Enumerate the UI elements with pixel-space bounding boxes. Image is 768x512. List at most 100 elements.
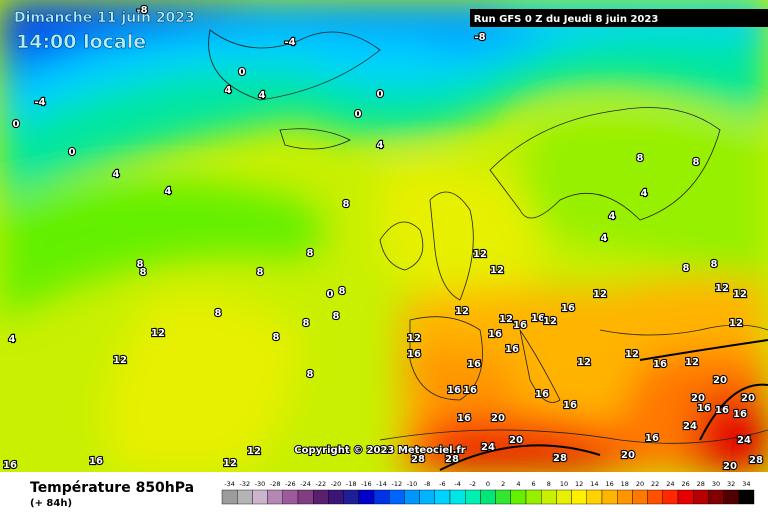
colorbar-swatch	[449, 489, 466, 505]
colorbar-swatch	[693, 489, 709, 505]
contour-label: 16	[447, 385, 461, 396]
colorbar-swatch	[343, 489, 360, 505]
colorbar-swatch	[221, 489, 238, 505]
contour-label: 12	[151, 328, 165, 339]
colorbar-label: 30	[712, 480, 720, 488]
contour-label: 12	[729, 318, 743, 329]
contour-label: 8	[307, 248, 314, 259]
contour-label: 16	[513, 320, 527, 331]
colorbar-swatch	[541, 489, 557, 505]
contour-label: 8	[257, 267, 264, 278]
colorbar-swatch	[738, 489, 755, 505]
contour-label: 8	[137, 259, 144, 270]
contour-label: 0	[377, 89, 384, 100]
contour-label: 12	[499, 314, 513, 325]
contour-label: 12	[455, 306, 469, 317]
colorbar-swatch	[252, 489, 268, 505]
contour-label: 20	[509, 435, 523, 446]
contour-label: 16	[488, 329, 502, 340]
date: Dimanche 11 juin 2023	[14, 10, 195, 26]
contour-label: 0	[355, 109, 362, 120]
contour-label: -8	[474, 32, 485, 43]
footer-title: Température 850hPa	[30, 480, 194, 496]
contour-label: 4	[165, 186, 172, 197]
contour-label: 12	[247, 446, 261, 457]
colorbar-swatch	[480, 489, 496, 505]
contour-label: 4	[641, 188, 648, 199]
contour-label: 8	[215, 308, 222, 319]
contour-label: 20	[491, 413, 505, 424]
colorbar-label: 6	[532, 480, 536, 488]
colorbar-label: 4	[516, 480, 520, 488]
contour-label: 16	[467, 359, 481, 370]
contour-label: 12	[715, 283, 729, 294]
colorbar-swatch	[510, 489, 527, 505]
contour-label: 4	[225, 85, 232, 96]
colorbar-label: -14	[376, 480, 387, 488]
contour-label: 4	[601, 233, 608, 244]
contour-label: 12	[593, 289, 607, 300]
contour-label: 20	[713, 375, 727, 386]
contour-label: 28	[749, 455, 763, 466]
colorbar-label: 32	[727, 480, 735, 488]
contour-label: 16	[653, 359, 667, 370]
contour-label: 16	[561, 303, 575, 314]
colorbar-label: 24	[666, 480, 674, 488]
contour-label: 24	[737, 435, 751, 446]
contour-label: 8	[273, 332, 280, 343]
colorbar-swatch	[495, 489, 512, 505]
coastlines	[208, 29, 768, 444]
contour-label: 12	[223, 458, 237, 469]
contour-label: 4	[609, 211, 616, 222]
colorbar-label: 2	[501, 480, 505, 488]
contour-label: 8	[333, 311, 340, 322]
contour-label: 8	[693, 157, 700, 168]
contour-label: 4	[9, 334, 16, 345]
colorbar-label: 0	[486, 480, 490, 488]
colorbar-swatch	[313, 489, 329, 505]
colorbar-label: -34	[224, 480, 235, 488]
contour-label: 28	[553, 453, 567, 464]
colorbar-label: -10	[407, 480, 418, 488]
colorbar-swatch	[708, 489, 724, 505]
contour-label: 16	[697, 403, 711, 414]
contour-label: 4	[259, 90, 266, 101]
colorbar-swatch	[586, 489, 603, 505]
contour-label: 0	[13, 119, 20, 130]
colorbar-label: -18	[346, 480, 357, 488]
contour-label: 8	[637, 153, 644, 164]
contour-label: 20	[723, 461, 737, 472]
contour-label: 12	[577, 357, 591, 368]
colorbar-swatch	[328, 489, 344, 505]
contour-label: 8	[339, 286, 346, 297]
contour-label: 12	[625, 349, 639, 360]
colorbar-label: 34	[742, 480, 750, 488]
colorbar-swatch	[404, 489, 420, 505]
contour-label: 16	[457, 413, 471, 424]
contour-label: 16	[733, 409, 747, 420]
contour-label: -4	[284, 37, 295, 48]
contour-label: -8	[136, 5, 147, 16]
colorbar-swatch	[358, 489, 375, 505]
contour-label: 12	[113, 355, 127, 366]
colorbar-swatch	[282, 489, 299, 505]
contour-label: 8	[711, 259, 718, 270]
colorbar-label: 12	[575, 480, 583, 488]
contour-label: 16	[535, 389, 549, 400]
colorbar-label: 20	[636, 480, 644, 488]
colorbar-label: 16	[605, 480, 613, 488]
contour-label: 16	[645, 433, 659, 444]
temperature-field	[0, 0, 768, 472]
contour-label: 0	[239, 67, 246, 78]
contour-label: 8	[683, 263, 690, 274]
contour-label: 16	[89, 456, 103, 467]
colorbar-label: 8	[547, 480, 551, 488]
copyright: Copyright © 2023 Meteociel.fr	[294, 445, 465, 456]
colorbar-swatch	[373, 489, 390, 505]
colorbar-swatch	[419, 489, 436, 505]
contour-label: 0	[327, 289, 334, 300]
contour-label: 4	[377, 140, 384, 151]
contour-label: 16	[531, 313, 545, 324]
colorbar-swatch	[236, 489, 253, 505]
